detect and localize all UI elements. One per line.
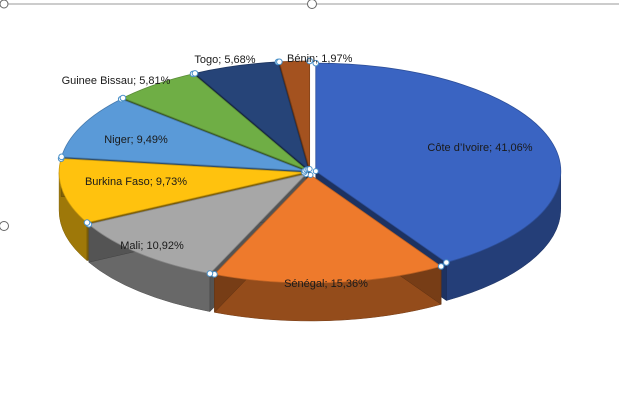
slice-handle[interactable] xyxy=(276,58,283,66)
slice-handle[interactable] xyxy=(312,59,320,67)
slice-handle[interactable] xyxy=(191,70,199,77)
slice-s-n-gal[interactable] xyxy=(213,174,443,284)
data-label-mali[interactable]: Mali; 10,92% xyxy=(120,240,184,252)
slice-c-te-d-ivoire[interactable] xyxy=(315,62,562,263)
slice-handles xyxy=(57,57,450,278)
slice-handle[interactable] xyxy=(206,270,214,277)
data-label-niger[interactable]: Niger; 9,49% xyxy=(104,134,168,146)
data-label-c-te-d-ivoire[interactable]: Côte d’Ivoire; 41,06% xyxy=(427,142,532,154)
slice-handle[interactable] xyxy=(119,94,127,102)
data-label-b-nin[interactable]: Bénin; 1,97% xyxy=(287,53,353,65)
slice-niger[interactable] xyxy=(61,98,305,172)
slice-center-handle[interactable] xyxy=(306,166,313,173)
slice-handle[interactable] xyxy=(58,153,65,161)
resize-handle-top-left[interactable] xyxy=(0,0,9,9)
resize-handle-left-middle[interactable] xyxy=(0,221,9,231)
slice-handle[interactable] xyxy=(443,259,450,266)
data-label-guinee-bissau[interactable]: Guinee Bissau; 5,81% xyxy=(62,75,171,87)
data-label-burkina-faso[interactable]: Burkina Faso; 9,73% xyxy=(85,176,187,188)
data-label-s-n-gal[interactable]: Sénégal; 15,36% xyxy=(284,278,368,290)
resize-handle-top-center[interactable] xyxy=(307,0,317,9)
pie-tops xyxy=(58,60,562,284)
slice-handle[interactable] xyxy=(83,219,91,226)
slice-labels: Côte d’Ivoire; 41,06% Sénégal; 15,36% Mali… xyxy=(62,53,533,290)
slice-handle[interactable] xyxy=(437,263,445,270)
slice-handle[interactable] xyxy=(306,57,313,65)
slice-mali[interactable] xyxy=(87,173,308,274)
data-label-togo[interactable]: Togo; 5,68% xyxy=(194,54,255,66)
slice-burkina-faso[interactable] xyxy=(58,158,305,224)
slice-center-handle[interactable] xyxy=(312,168,319,175)
